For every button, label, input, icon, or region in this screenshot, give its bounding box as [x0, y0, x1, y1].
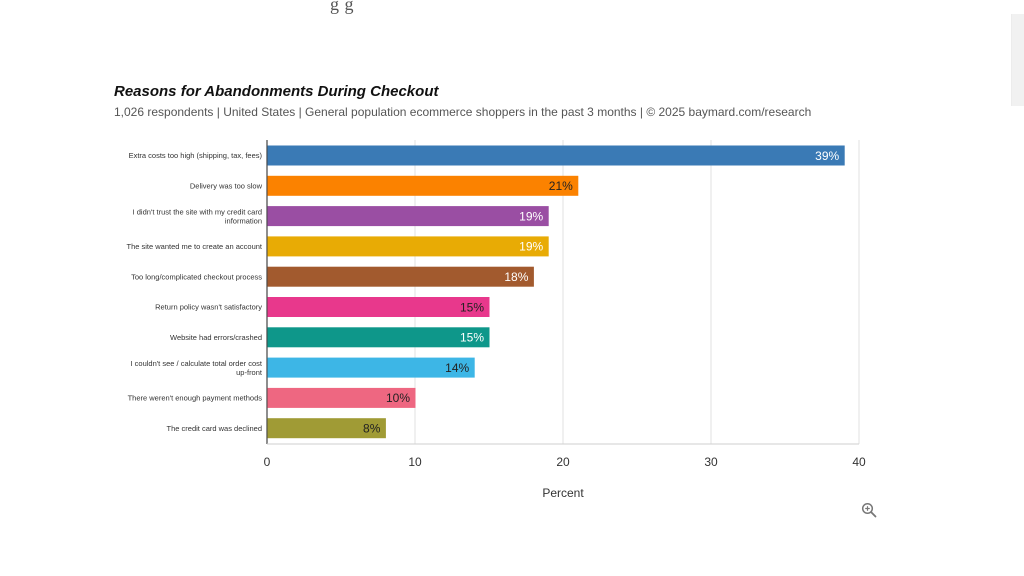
- bar: [267, 418, 386, 439]
- bar: [267, 175, 579, 196]
- clipped-heading-fragment: g g: [330, 0, 354, 14]
- scrollbar-track[interactable]: [1011, 14, 1024, 106]
- category-label: I didn't trust the site with my credit c…: [133, 207, 262, 225]
- category-label: Delivery was too slow: [190, 182, 263, 191]
- data-label: 15%: [460, 331, 484, 345]
- x-tick-label: 10: [408, 455, 422, 469]
- chart-subtitle: 1,026 respondents | United States | Gene…: [114, 105, 812, 119]
- bar: [267, 145, 845, 166]
- bar: [267, 387, 416, 408]
- x-tick-label: 0: [264, 455, 271, 469]
- x-tick-label: 20: [556, 455, 570, 469]
- bar: [267, 327, 490, 348]
- x-tick-label: 30: [704, 455, 718, 469]
- data-label: 15%: [460, 300, 484, 314]
- bar: [267, 206, 549, 227]
- data-label: 19%: [519, 240, 543, 254]
- zoom-in-icon[interactable]: [861, 502, 877, 518]
- category-label: There weren't enough payment methods: [128, 394, 263, 403]
- data-label: 39%: [815, 149, 839, 163]
- data-label: 8%: [363, 422, 381, 436]
- data-label: 19%: [519, 209, 543, 223]
- chart-title: Reasons for Abandonments During Checkout: [114, 83, 439, 100]
- category-label: Return policy wasn't satisfactory: [155, 303, 262, 312]
- x-axis-title: Percent: [542, 486, 584, 500]
- category-label: The site wanted me to create an account: [127, 242, 263, 251]
- bar: [267, 236, 549, 257]
- bar: [267, 357, 475, 378]
- data-label: 10%: [386, 391, 410, 405]
- category-label: I couldn't see / calculate total order c…: [130, 359, 262, 377]
- bar: [267, 297, 490, 317]
- bar: [267, 266, 534, 287]
- data-label: 21%: [549, 179, 573, 193]
- category-label: Too long/complicated checkout process: [131, 272, 262, 281]
- category-label: Extra costs too high (shipping, tax, fee…: [129, 151, 263, 160]
- data-label: 14%: [445, 361, 469, 375]
- category-label: The credit card was declined: [167, 424, 262, 433]
- category-label: Website had errors/crashed: [170, 333, 262, 342]
- x-tick-label: 40: [852, 455, 866, 469]
- data-label: 18%: [504, 270, 528, 284]
